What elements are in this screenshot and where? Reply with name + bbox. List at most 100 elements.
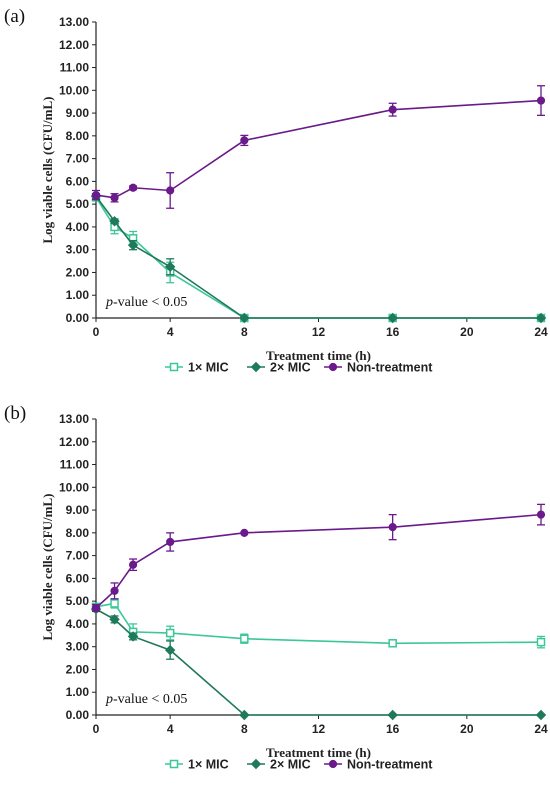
chart-panel-a: (a) 0.00 1.00 2.00 3.00 4.00 5.00 6.00 7.00 8.00… xyxy=(4,6,548,375)
series-2-mic-point xyxy=(127,239,139,251)
series-non-treatment-point xyxy=(128,183,138,192)
series-2-mic-point xyxy=(535,709,547,721)
x-tick-label: 0 xyxy=(93,325,100,339)
legend-marker xyxy=(250,361,262,373)
y-tick-label: 6.00 xyxy=(66,571,90,585)
series-non-treatment-point xyxy=(240,136,249,145)
series-2-mic-point xyxy=(127,631,139,642)
series-non-treatment-point xyxy=(91,603,101,613)
series-non-treatment-point xyxy=(536,96,546,105)
chart-panel-b: (b) 0.00 1.00 2.00 3.00 4.00 5.00 6.00 7.00 8.00… xyxy=(0,397,550,794)
x-tick-label: 20 xyxy=(460,325,474,339)
y-tick-label: 2.00 xyxy=(66,265,90,279)
series-2-mic-point xyxy=(239,312,250,324)
y-tick-label: 8.00 xyxy=(66,129,90,143)
y-tick-label: 1.00 xyxy=(66,288,90,302)
series-1-mic-point xyxy=(110,599,119,608)
y-tick-label: 5.00 xyxy=(66,594,90,608)
series-non-treatment-point xyxy=(128,560,138,569)
x-tick-label: 0 xyxy=(93,722,100,736)
legend-marker xyxy=(169,362,179,372)
x-tick-label: 8 xyxy=(241,722,248,736)
series-non-treatment-point xyxy=(166,186,175,195)
y-axis-title: Log viable cells (CFU/mL) xyxy=(40,97,55,244)
x-tick-label: 12 xyxy=(312,722,326,736)
y-tick-label: 1.00 xyxy=(66,685,90,699)
y-tick-label: 7.00 xyxy=(66,152,90,166)
y-tick-label: 3.00 xyxy=(66,640,90,654)
series-non-treatment-line xyxy=(95,99,542,199)
series-2-mic-point xyxy=(535,312,547,324)
legend-label: 2× MIC xyxy=(270,361,311,375)
series-non-treatment-line xyxy=(95,513,542,609)
series-1-mic-line xyxy=(95,602,542,645)
series-2-mic-point xyxy=(109,614,120,625)
y-tick-label: 13.00 xyxy=(59,15,89,29)
x-tick-label: 16 xyxy=(386,325,400,339)
x-tick-label: 8 xyxy=(241,325,248,339)
y-tick-label: 7.00 xyxy=(66,549,90,563)
series-non-treatment-point xyxy=(388,523,397,532)
y-tick-label: 3.00 xyxy=(66,243,90,257)
series-2-mic-point xyxy=(164,261,176,272)
y-tick-label: 4.00 xyxy=(66,617,90,631)
series-non-treatment-point xyxy=(166,537,175,547)
legend-label: Non-treatment xyxy=(347,361,433,375)
y-tick-label: 9.00 xyxy=(66,106,90,120)
y-tick-label: 5.00 xyxy=(66,197,90,211)
y-tick-label: 11.00 xyxy=(60,458,90,472)
series-non-treatment-point xyxy=(91,190,101,200)
p-value-annotation: p-value < 0.05 xyxy=(105,692,187,707)
legend-marker xyxy=(250,758,262,770)
series-non-treatment-point xyxy=(388,105,397,114)
y-tick-label: 13.00 xyxy=(59,412,89,426)
y-tick-label: 12.00 xyxy=(59,38,89,52)
series-2-mic-point xyxy=(387,312,398,324)
series-1-mic-point xyxy=(240,634,249,643)
x-tick-label: 24 xyxy=(534,325,548,339)
y-tick-label: 10.00 xyxy=(59,480,89,494)
p-value-annotation: p-value < 0.05 xyxy=(105,295,187,310)
chart-a-svg: 0.00 1.00 2.00 3.00 4.00 5.00 6.00 7.00 8.00 9.00… xyxy=(40,15,548,375)
legend-marker xyxy=(169,759,179,769)
series-non-treatment-point xyxy=(110,193,119,202)
y-tick-label: 12.00 xyxy=(59,435,89,449)
series-2-mic-point xyxy=(164,644,176,656)
legend-marker xyxy=(328,759,338,769)
y-tick-label: 2.00 xyxy=(66,662,90,676)
x-tick-label: 16 xyxy=(386,722,400,736)
x-tick-label: 20 xyxy=(460,722,474,736)
y-tick-label: 6.00 xyxy=(66,174,90,188)
series-non-treatment-point xyxy=(110,586,119,596)
x-tick-label: 4 xyxy=(167,325,174,339)
y-axis-title: Log viable cells (CFU/mL) xyxy=(40,494,55,641)
y-tick-label: 8.00 xyxy=(66,526,90,540)
chart-b-svg: 0.00 1.00 2.00 3.00 4.00 5.00 6.00 7.00 8.00 9.00… xyxy=(40,412,548,772)
series-2-mic-point xyxy=(239,709,250,721)
y-tick-label: 0.00 xyxy=(66,708,90,722)
x-axis-title: Treatment time (h) xyxy=(266,348,371,363)
legend-label: 1× MIC xyxy=(188,361,229,375)
panel-label-b: (b) xyxy=(4,403,27,424)
x-tick-label: 24 xyxy=(534,722,548,736)
series-2-mic-point xyxy=(109,216,120,227)
y-tick-label: 4.00 xyxy=(66,220,90,234)
series-1-mic-point xyxy=(388,639,397,648)
y-tick-label: 10.00 xyxy=(59,83,89,97)
series-1-mic-point xyxy=(165,628,175,638)
x-tick-label: 4 xyxy=(167,722,174,736)
panel-label-a: (a) xyxy=(4,6,26,27)
y-tick-label: 11.00 xyxy=(60,61,90,75)
y-tick-label: 9.00 xyxy=(66,503,90,517)
series-1-mic-point xyxy=(536,637,546,647)
x-tick-label: 12 xyxy=(312,325,326,339)
x-axis-title: Treatment time (h) xyxy=(266,745,371,760)
series-non-treatment-point xyxy=(536,510,546,519)
series-non-treatment-point xyxy=(240,528,249,537)
y-tick-label: 0.00 xyxy=(66,311,90,325)
legend-label: Non-treatment xyxy=(347,758,433,772)
legend-marker xyxy=(328,362,338,372)
series-2-mic-point xyxy=(387,709,398,721)
legend-label: 1× MIC xyxy=(188,758,229,772)
legend-label: 2× MIC xyxy=(270,758,311,772)
